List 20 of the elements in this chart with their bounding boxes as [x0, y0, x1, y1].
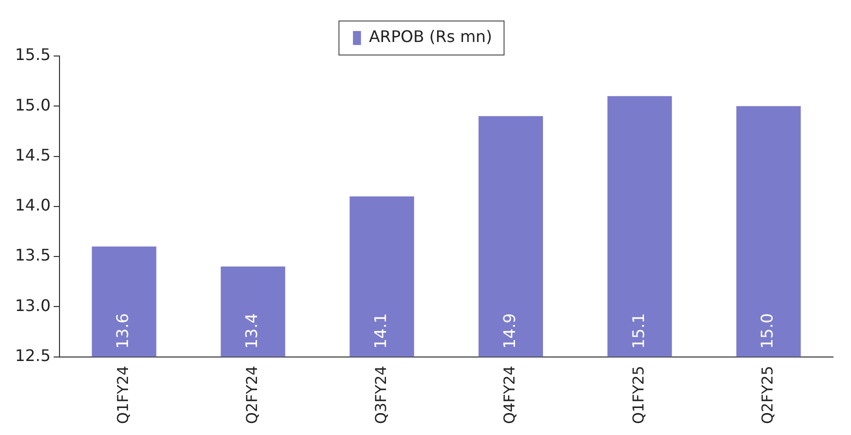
data-label: 15.1 — [628, 313, 648, 349]
y-tick-label: 13.5 — [15, 246, 51, 265]
y-tick-label: 15.0 — [15, 95, 51, 114]
x-tick-label: Q3FY24 — [372, 366, 390, 424]
x-tick-label: Q2FY24 — [242, 366, 261, 424]
y-tick-label: 13.0 — [15, 296, 51, 315]
data-label: 14.1 — [371, 313, 390, 349]
x-tick-label: Q1FY25 — [630, 366, 648, 424]
data-label: 15.0 — [758, 313, 777, 349]
x-tick-label: Q2FY25 — [758, 366, 776, 424]
x-tick-label: Q1FY24 — [114, 366, 132, 424]
x-tick-label: Q4FY24 — [500, 366, 519, 424]
y-tick-label: 14.0 — [15, 196, 51, 215]
data-label: 13.6 — [113, 313, 132, 349]
data-label: 14.9 — [500, 313, 519, 349]
y-tick-label: 12.5 — [15, 346, 51, 365]
y-tick-label: 15.5 — [15, 45, 51, 64]
y-tick-label: 14.5 — [15, 145, 51, 164]
legend-label: ARPOB (Rs mn) — [368, 27, 492, 46]
data-label: 13.4 — [242, 313, 262, 349]
